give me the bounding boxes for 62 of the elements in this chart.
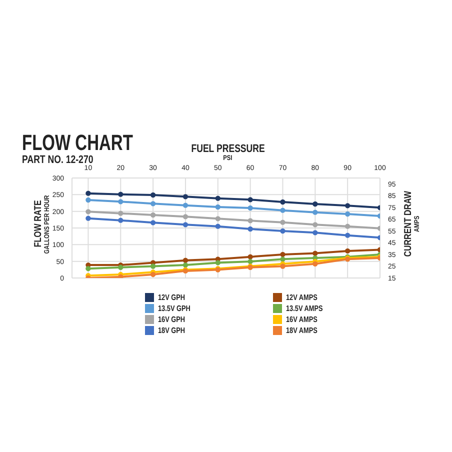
- point: [182, 194, 188, 200]
- legend-label: 12V AMPS: [286, 293, 318, 302]
- point: [182, 214, 188, 220]
- point: [280, 252, 286, 258]
- point: [182, 262, 188, 268]
- legend-label: 13.5V GPH: [158, 304, 190, 313]
- chart-subtitle: PART NO. 12-270: [22, 154, 94, 166]
- point: [86, 216, 91, 221]
- point: [280, 208, 286, 213]
- point: [248, 197, 253, 202]
- point: [150, 212, 156, 218]
- point: [248, 226, 253, 232]
- point: [215, 260, 220, 266]
- point: [118, 264, 124, 270]
- point: [312, 261, 318, 266]
- point: [150, 220, 156, 226]
- point: [248, 218, 253, 224]
- legend-label: 16V GPH: [158, 315, 186, 324]
- point: [86, 266, 91, 272]
- legend-label: 18V AMPS: [286, 326, 318, 335]
- point: [312, 210, 318, 215]
- point: [248, 258, 253, 264]
- point: [312, 230, 318, 236]
- point: [118, 192, 124, 197]
- point: [182, 258, 188, 263]
- point: [118, 218, 124, 223]
- point: [312, 222, 318, 228]
- point: [280, 220, 286, 225]
- point: [280, 256, 286, 262]
- legend-label: 13.5V AMPS: [286, 304, 323, 313]
- point: [215, 196, 220, 201]
- chart-title: FLOW CHART: [22, 130, 133, 155]
- point: [118, 210, 124, 216]
- point: [215, 204, 220, 210]
- point: [280, 264, 286, 269]
- point: [86, 197, 91, 203]
- point: [150, 264, 156, 269]
- legend-label: 16V AMPS: [286, 315, 318, 324]
- point: [344, 211, 350, 217]
- point: [344, 224, 350, 229]
- point: [182, 222, 188, 228]
- legend-label: 12V GPH: [158, 293, 186, 302]
- point: [248, 205, 253, 211]
- point: [118, 199, 124, 204]
- point: [118, 274, 124, 278]
- point: [86, 190, 91, 196]
- point: [280, 228, 286, 234]
- point: [248, 254, 253, 260]
- point: [150, 201, 156, 206]
- point: [312, 250, 318, 256]
- point: [344, 248, 350, 254]
- point: [215, 216, 220, 222]
- point: [86, 209, 91, 214]
- legend-label: 18V GPH: [158, 326, 186, 335]
- point: [344, 203, 350, 208]
- point: [280, 199, 286, 205]
- point: [150, 192, 156, 198]
- point: [182, 202, 188, 208]
- point: [150, 272, 156, 278]
- point: [344, 232, 350, 238]
- point: [215, 224, 220, 229]
- point: [312, 201, 318, 207]
